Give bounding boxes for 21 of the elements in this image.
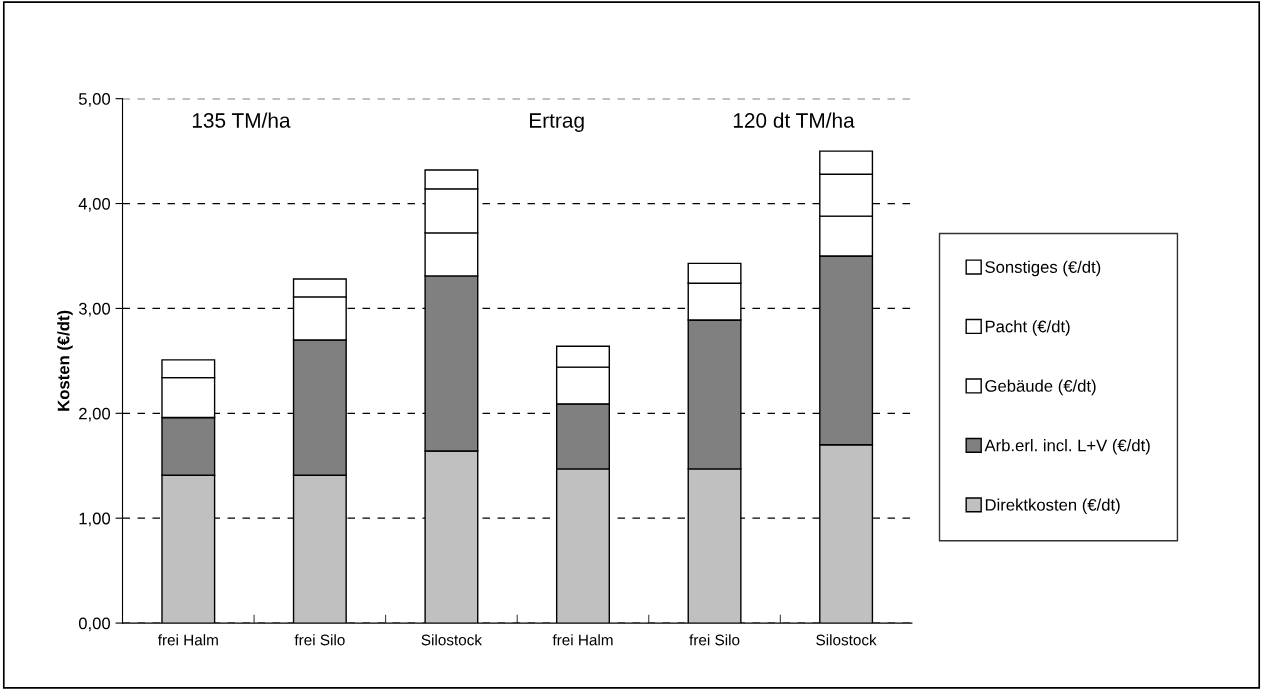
x-tick-label: Silostock: [816, 634, 877, 646]
y-tick-label: 0,00: [78, 617, 111, 632]
annotation: 120 dt TM/ha: [733, 112, 855, 128]
annotation: Ertrag: [530, 113, 584, 132]
annotation: 135 TM/ha: [192, 112, 291, 128]
legend-label: Gebäude (€/dt): [985, 379, 1096, 396]
x-tick-label: frei Silo: [294, 634, 345, 646]
y-tick-label: 5,00: [78, 93, 111, 107]
legend-label: Arb.erl. incl. L+V (€/dt): [984, 439, 1150, 455]
x-tick-label: frei Halm: [157, 634, 218, 646]
x-tick-label: frei Silo: [689, 634, 740, 646]
y-tick-label: 1,00: [79, 512, 111, 527]
legend-label: Direktkosten (€/dt): [985, 498, 1120, 515]
x-tick-label: frei Halm: [552, 634, 613, 646]
y-axis-title: Kosten (€/dt): [57, 310, 73, 411]
legend-label: Sonstiges (€/dt): [985, 260, 1101, 277]
y-tick-label: 4,00: [78, 197, 111, 212]
y-tick-label: 3,00: [78, 302, 111, 317]
y-tick-label: 2,00: [79, 407, 111, 422]
legend-label: Pacht (€/dt): [985, 320, 1070, 336]
x-tick-label: Silostock: [421, 634, 483, 646]
